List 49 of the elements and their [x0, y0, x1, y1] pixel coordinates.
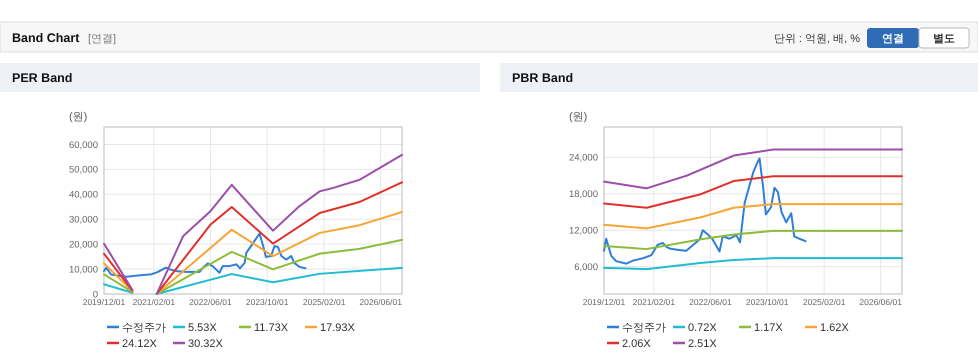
y-tick-label: 24,000 [568, 152, 598, 164]
legend-label: 수정주가 [622, 322, 666, 334]
legend-label: 2.51X [688, 338, 718, 350]
chart-title: PBR Band [512, 71, 574, 85]
legend-label: 2.06X [622, 338, 652, 350]
line-series [603, 230, 903, 250]
x-tick-label: 2025/02/01 [802, 297, 846, 307]
y-axis-title: (원) [569, 111, 588, 123]
text: 단위 : 억원, 배, % [774, 33, 860, 45]
legend-label: 1.62X [820, 322, 850, 334]
x-tick-label: 2026/06/01 [859, 297, 902, 307]
y-tick-label: 50,000 [68, 164, 98, 176]
legend-label: 수정주가 [122, 322, 166, 334]
legend-label: 17.93X [320, 322, 356, 334]
y-tick-label: 20,000 [68, 239, 98, 250]
line-series [603, 203, 903, 230]
line-series [603, 158, 807, 265]
legend-label: 11.73X [254, 322, 289, 334]
x-tick-label: 2026/06/01 [359, 297, 402, 307]
y-tick-label: 60,000 [68, 140, 98, 151]
chart-title: PER Band [12, 71, 72, 85]
line-series [103, 232, 307, 278]
text: [연결] [88, 33, 116, 45]
line-series [603, 257, 903, 270]
legend-label: 5.53X [188, 322, 218, 334]
x-tick-label: 2025/02/01 [302, 297, 346, 307]
legend-label: 24.12X [122, 338, 158, 350]
y-tick-label: 30,000 [68, 214, 98, 226]
line-series [603, 175, 903, 209]
x-tick-label: 2023/10/01 [246, 297, 289, 307]
x-tick-label: 2022/06/01 [189, 297, 232, 307]
legend-label: 0.72X [688, 322, 718, 334]
text: 별도 [933, 33, 955, 45]
x-tick-label: 2021/02/01 [632, 297, 676, 307]
y-tick-label: 18,000 [568, 189, 598, 200]
x-tick-label: 2022/06/01 [689, 297, 732, 307]
y-tick-label: 10,000 [68, 264, 98, 276]
x-tick-label: 2023/10/01 [746, 297, 789, 307]
y-tick-label: 40,000 [68, 190, 98, 201]
y-tick-label: 12,000 [568, 226, 598, 237]
text: Band Chart [12, 31, 80, 45]
y-axis-title: (원) [69, 111, 88, 123]
text: 연결 [882, 33, 904, 45]
x-tick-label: 2019/12/01 [582, 297, 626, 307]
x-tick-label: 2021/02/01 [132, 297, 176, 307]
y-tick-label: 6,000 [574, 262, 598, 273]
legend-label: 1.17X [754, 322, 784, 334]
line-series [603, 148, 903, 190]
legend-label: 30.32X [188, 338, 224, 350]
